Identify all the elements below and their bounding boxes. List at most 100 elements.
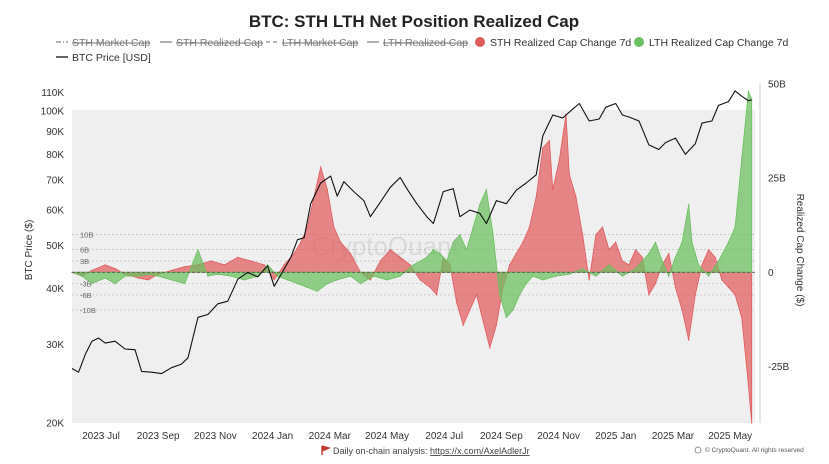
- data-point: [751, 422, 753, 424]
- data-point: [320, 166, 322, 168]
- legend-label: LTH Realized Cap: [383, 37, 468, 49]
- legend-item-3[interactable]: LTH Market Cap: [266, 37, 358, 49]
- data-point: [721, 279, 723, 281]
- legend-item-4[interactable]: LTH Realized Cap: [367, 37, 468, 49]
- data-point: [688, 203, 690, 206]
- data-point: [708, 249, 710, 251]
- data-point: [668, 252, 670, 255]
- data-point: [661, 260, 663, 262]
- legend-item-1[interactable]: STH Market Cap: [56, 37, 150, 49]
- data-point: [542, 147, 544, 149]
- left-tick-label: 70K: [46, 176, 64, 187]
- data-point: [582, 234, 584, 236]
- legend-item-2[interactable]: STH Realized Cap: [160, 37, 263, 49]
- legend-item-5[interactable]: STH Realized Cap Change 7d: [475, 37, 631, 49]
- data-point: [542, 279, 544, 281]
- data-point: [267, 264, 269, 266]
- data-point: [681, 309, 683, 311]
- left-axis-title: BTC Price ($): [24, 220, 35, 281]
- left-tick-label: 40K: [46, 284, 64, 295]
- footer-text: Daily on-chain analysis:: [333, 446, 430, 456]
- data-point: [708, 275, 710, 277]
- data-point: [608, 264, 610, 266]
- data-point: [505, 316, 507, 319]
- svg-text:Daily on-chain analysis: https: Daily on-chain analysis: https://x.com/A…: [333, 446, 530, 456]
- data-point: [548, 139, 551, 142]
- data-point: [379, 260, 381, 262]
- data-point: [727, 241, 730, 243]
- legend-label: LTH Realized Cap Change 7d: [649, 37, 788, 49]
- data-point: [555, 275, 557, 277]
- right-tick-label: 0: [768, 268, 774, 279]
- data-point: [479, 203, 481, 206]
- data-point: [691, 241, 693, 243]
- left-tick-label: 50K: [46, 241, 64, 252]
- data-point: [306, 226, 308, 228]
- data-point: [386, 279, 388, 281]
- data-point: [717, 260, 720, 262]
- data-point: [369, 279, 371, 281]
- x-tick-label: 2023 Sep: [137, 431, 180, 442]
- data-point: [552, 188, 554, 191]
- data-point: [452, 241, 454, 243]
- data-point: [263, 264, 265, 266]
- data-point: [465, 249, 468, 251]
- data-point: [472, 226, 474, 228]
- legend-swatch: [634, 37, 644, 47]
- data-point: [495, 324, 497, 326]
- x-tick-label: 2024 Mar: [309, 431, 352, 442]
- left-tick-label: 100K: [41, 107, 65, 118]
- left-tick-label: 20K: [46, 419, 64, 430]
- right-tick-label: -25B: [768, 362, 789, 373]
- data-point: [349, 275, 352, 277]
- data-point: [568, 173, 570, 175]
- data-point: [482, 320, 484, 322]
- data-point: [741, 316, 743, 319]
- legend-item-6[interactable]: LTH Realized Cap Change 7d: [634, 37, 788, 49]
- legend-item-7[interactable]: BTC Price [USD]: [56, 52, 151, 64]
- data-point: [469, 309, 471, 311]
- data-point: [243, 279, 245, 281]
- data-point: [459, 234, 461, 236]
- data-point: [114, 268, 116, 270]
- data-point: [575, 196, 577, 198]
- data-point: [429, 286, 431, 288]
- data-point: [694, 294, 696, 296]
- data-point: [688, 339, 690, 341]
- data-point: [456, 301, 458, 304]
- data-point: [635, 268, 637, 270]
- data-point: [137, 277, 139, 279]
- data-point: [747, 384, 750, 386]
- inner-guide-label: -10B: [80, 306, 96, 315]
- legend-label: STH Realized Cap Change 7d: [490, 37, 631, 49]
- inner-guide-label: -6B: [80, 291, 92, 300]
- lth-area-group: [71, 89, 753, 319]
- flag-icon: [321, 445, 332, 455]
- cryptoquant-logo-icon: [694, 446, 702, 454]
- data-point: [306, 286, 308, 288]
- x-tick-label: 2023 Jul: [82, 431, 120, 442]
- data-point: [399, 275, 401, 277]
- x-tick-label: 2025 Mar: [652, 431, 695, 442]
- data-point: [582, 268, 584, 270]
- data-point: [184, 266, 186, 268]
- data-point: [525, 283, 527, 285]
- x-tick-label: 2024 Jan: [252, 431, 293, 442]
- legend-label: BTC Price [USD]: [72, 52, 151, 64]
- data-point: [124, 275, 126, 277]
- data-point: [326, 283, 328, 285]
- credit-text: © CryptoQuant. All rights reserved: [705, 446, 804, 454]
- data-point: [412, 264, 415, 266]
- data-point: [104, 264, 106, 266]
- data-point: [300, 241, 302, 243]
- chart-title: BTC: STH LTH Net Position Realized Cap: [249, 12, 579, 31]
- right-axis-title: Realized Cap Change ($): [794, 194, 805, 307]
- data-point: [223, 264, 226, 266]
- left-tick-label: 30K: [46, 340, 64, 351]
- data-point: [621, 260, 624, 262]
- data-point: [432, 249, 434, 251]
- data-point: [515, 252, 517, 255]
- footer-link[interactable]: https://x.com/AxelAdlerJr: [430, 446, 530, 456]
- legend[interactable]: STH Market Cap STH Realized Cap LTH Market…: [56, 37, 788, 64]
